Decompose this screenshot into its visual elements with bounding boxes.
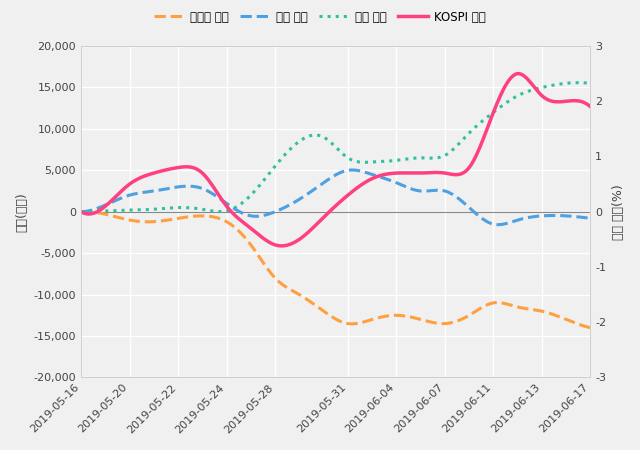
Line: 개인 누적: 개인 누적 — [81, 170, 591, 225]
기관 누적 — [539, 85, 547, 90]
외국인 누적 — [390, 313, 398, 318]
개인 누적 — [390, 179, 398, 184]
Y-axis label: 매매(억원): 매매(억원) — [15, 192, 28, 232]
Y-axis label: 누적 변동(%): 누적 변동(%) — [612, 184, 625, 239]
Line: 기관 누적: 기관 누적 — [81, 83, 591, 212]
Line: KOSPI 누적: KOSPI 누적 — [81, 74, 591, 246]
기관 누적 — [389, 158, 397, 163]
Legend: 외국인 누적, 개인 누적, 기관 누적, KOSPI 누적: 외국인 누적, 개인 누적, 기관 누적, KOSPI 누적 — [150, 6, 490, 28]
외국인 누적 — [380, 314, 388, 319]
기관 누적 — [380, 159, 388, 164]
개인 누적 — [380, 176, 388, 181]
개인 누적 — [542, 213, 550, 218]
Line: 외국인 누적: 외국인 누적 — [81, 212, 591, 328]
KOSPI 누적 — [382, 171, 390, 177]
외국인 누적 — [382, 314, 390, 319]
외국인 누적 — [77, 209, 85, 215]
개인 누적 — [495, 222, 502, 227]
개인 누적 — [79, 209, 86, 214]
KOSPI 누적 — [77, 209, 85, 215]
KOSPI 누적 — [508, 74, 516, 79]
KOSPI 누적 — [380, 172, 388, 177]
개인 누적 — [382, 176, 390, 182]
개인 누적 — [77, 209, 85, 215]
외국인 누적 — [587, 325, 595, 330]
외국인 누적 — [79, 209, 86, 214]
KOSPI 누적 — [278, 243, 286, 248]
외국인 누적 — [541, 309, 548, 315]
외국인 누적 — [508, 303, 516, 308]
기관 누적 — [77, 209, 85, 215]
기관 누적 — [79, 209, 86, 214]
개인 누적 — [348, 167, 356, 173]
KOSPI 누적 — [390, 171, 398, 176]
기관 누적 — [506, 97, 514, 103]
KOSPI 누적 — [542, 96, 550, 102]
개인 누적 — [510, 219, 518, 224]
기관 누적 — [379, 159, 387, 164]
KOSPI 누적 — [79, 210, 86, 216]
KOSPI 누적 — [515, 71, 523, 76]
KOSPI 누적 — [587, 104, 595, 109]
외국인 누적 — [83, 209, 90, 214]
기관 누적 — [587, 81, 595, 86]
개인 누적 — [587, 216, 595, 221]
기관 누적 — [575, 80, 582, 86]
